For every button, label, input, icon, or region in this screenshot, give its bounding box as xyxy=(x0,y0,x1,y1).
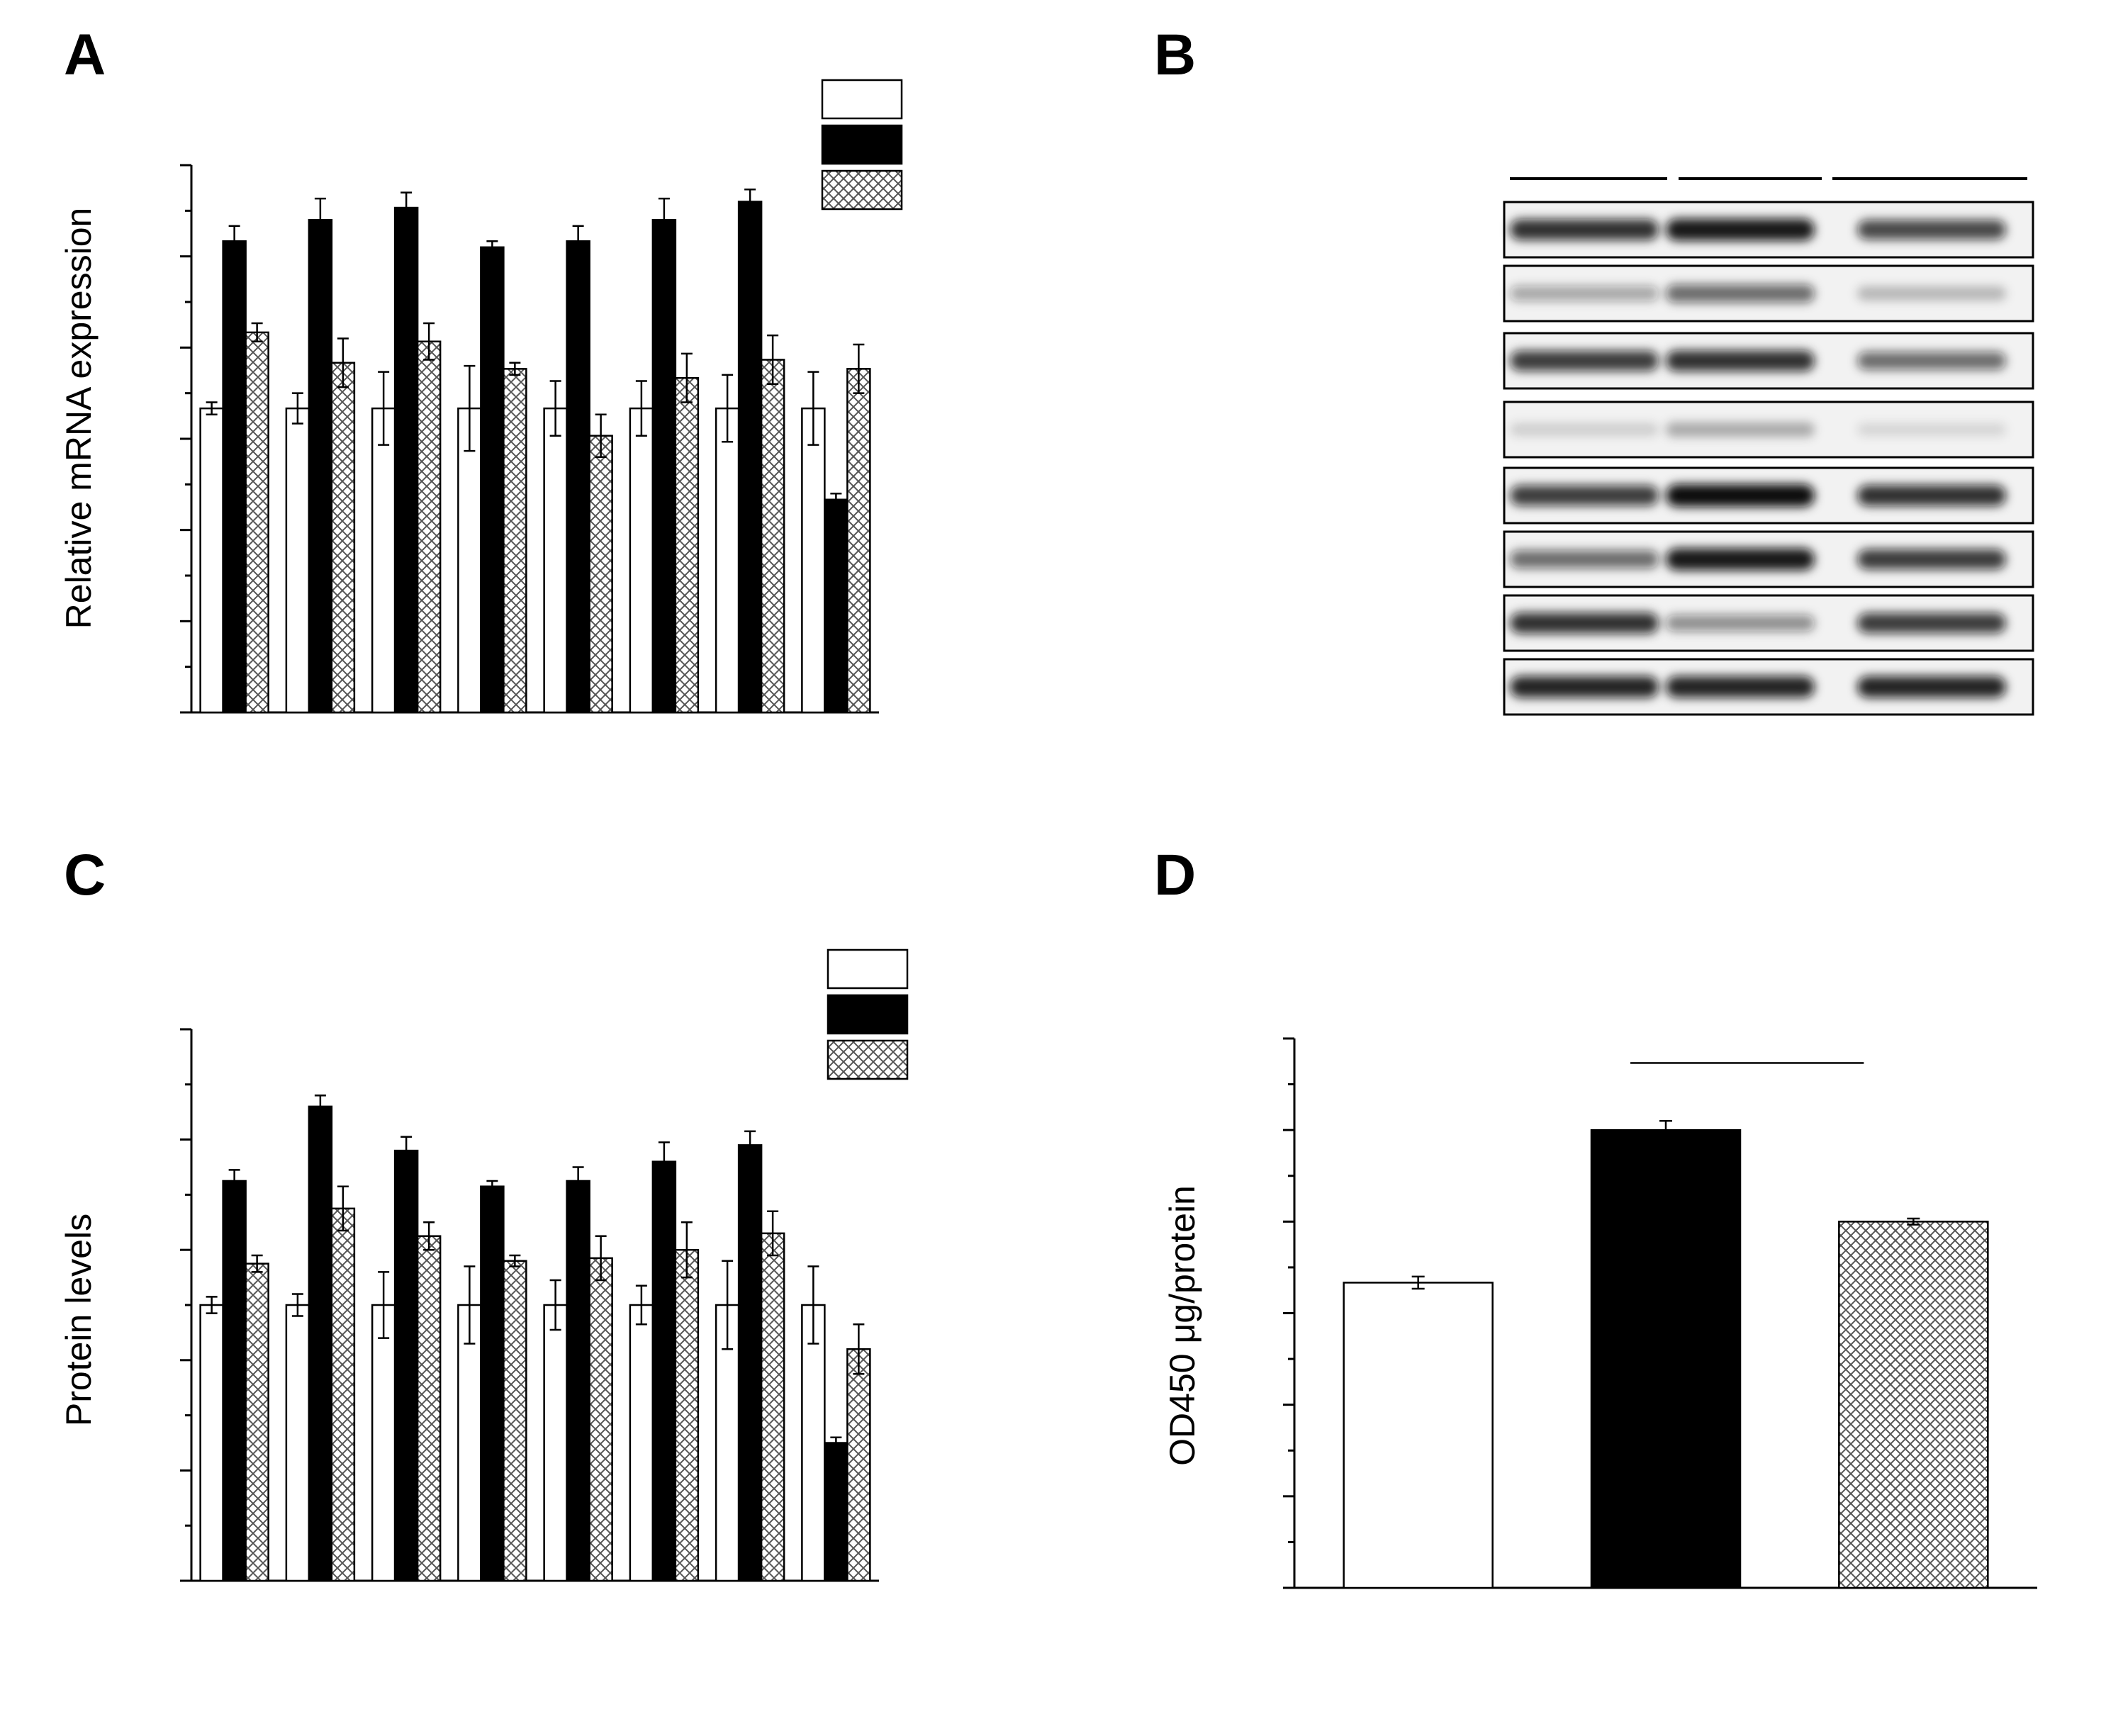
bar xyxy=(588,435,613,714)
bar xyxy=(629,407,654,714)
bar xyxy=(371,1304,396,1582)
bar xyxy=(674,376,700,714)
blot-band xyxy=(1510,219,1659,240)
y-axis-title: Relative mRNA expression xyxy=(59,208,99,629)
blot-band xyxy=(1666,484,1815,507)
bar xyxy=(308,1105,333,1582)
bar xyxy=(760,359,785,714)
western-blot-panel xyxy=(1503,177,2034,716)
bar xyxy=(651,1160,677,1582)
bar xyxy=(651,218,677,714)
bar xyxy=(566,1180,590,1582)
bar xyxy=(543,1304,568,1582)
blot-band xyxy=(1666,218,1815,241)
blot-band xyxy=(1666,350,1815,371)
bar xyxy=(245,1262,269,1582)
legend-swatch xyxy=(821,169,903,211)
blot-band xyxy=(1510,612,1659,634)
panel-letter-b: B xyxy=(1154,23,1196,87)
legend xyxy=(821,79,903,211)
bar xyxy=(416,340,442,714)
blot-band xyxy=(1857,549,2006,570)
bar xyxy=(457,407,482,714)
bar xyxy=(457,1304,482,1582)
chart-panel-a: Relative mRNA expression xyxy=(59,79,903,714)
legend-swatch xyxy=(821,124,903,165)
blot-band xyxy=(1666,284,1815,303)
bar xyxy=(371,407,396,714)
bar xyxy=(503,1260,527,1582)
bar-group xyxy=(199,189,871,714)
blot-band xyxy=(1857,676,2006,698)
blot-rows xyxy=(1503,201,2034,716)
bar xyxy=(503,368,527,714)
bar xyxy=(199,407,224,714)
bar xyxy=(543,407,568,714)
bar xyxy=(566,240,590,714)
bar xyxy=(674,1248,700,1582)
bar xyxy=(801,407,826,714)
chart-panel-d: OD450 μg/protein xyxy=(1163,1037,2037,1589)
blot-band xyxy=(1857,220,2006,240)
blot-band xyxy=(1666,676,1815,698)
bar xyxy=(846,368,871,714)
bar xyxy=(801,1304,826,1582)
bar xyxy=(737,201,763,714)
bar xyxy=(480,246,505,714)
bar xyxy=(737,1144,763,1582)
y-axis-title: Protein levels xyxy=(59,1214,99,1426)
blot-band xyxy=(1857,612,2006,634)
blot-band xyxy=(1510,350,1659,371)
bar xyxy=(1590,1129,1742,1589)
bar xyxy=(393,206,419,714)
blot-band xyxy=(1510,676,1659,698)
y-axis-title: OD450 μg/protein xyxy=(1163,1185,1202,1466)
blot-band xyxy=(1857,485,2006,506)
bar-group xyxy=(1343,1062,1989,1589)
bar xyxy=(199,1304,224,1582)
chart-panel-c: Protein levels xyxy=(59,948,909,1582)
bar xyxy=(588,1257,613,1582)
legend xyxy=(827,948,909,1080)
bar xyxy=(1343,1282,1494,1589)
blot-band xyxy=(1666,548,1815,571)
bar xyxy=(330,1207,356,1582)
bar xyxy=(760,1232,785,1582)
legend-swatch xyxy=(827,948,909,990)
panel-letter-d: D xyxy=(1154,843,1196,907)
bar xyxy=(393,1149,419,1582)
bar xyxy=(308,218,333,714)
bar xyxy=(416,1235,442,1582)
bar xyxy=(824,1442,848,1582)
bar xyxy=(245,331,269,714)
blot-band xyxy=(1510,485,1659,506)
legend-swatch xyxy=(827,1039,909,1080)
blot-band xyxy=(1857,286,2006,301)
blot-band xyxy=(1510,286,1659,301)
bar xyxy=(330,362,356,714)
panel-letter-c: C xyxy=(64,843,106,907)
blot-band xyxy=(1510,422,1659,437)
legend-swatch xyxy=(821,79,903,120)
bar xyxy=(480,1185,505,1582)
bar xyxy=(629,1304,654,1582)
bar xyxy=(1838,1221,1989,1589)
bar-group xyxy=(199,1094,871,1582)
legend-swatch xyxy=(827,994,909,1035)
panel-letter-a: A xyxy=(64,23,106,87)
blot-band xyxy=(1510,550,1659,569)
blot-band xyxy=(1666,422,1815,437)
blot-band xyxy=(1857,352,2006,370)
bar xyxy=(715,407,740,714)
blot-band xyxy=(1857,423,2006,436)
bar xyxy=(222,240,247,714)
bar xyxy=(285,1304,310,1582)
bar xyxy=(846,1348,871,1582)
bar xyxy=(824,498,848,714)
bar xyxy=(285,407,310,714)
blot-band xyxy=(1666,615,1815,632)
bar xyxy=(222,1180,247,1582)
